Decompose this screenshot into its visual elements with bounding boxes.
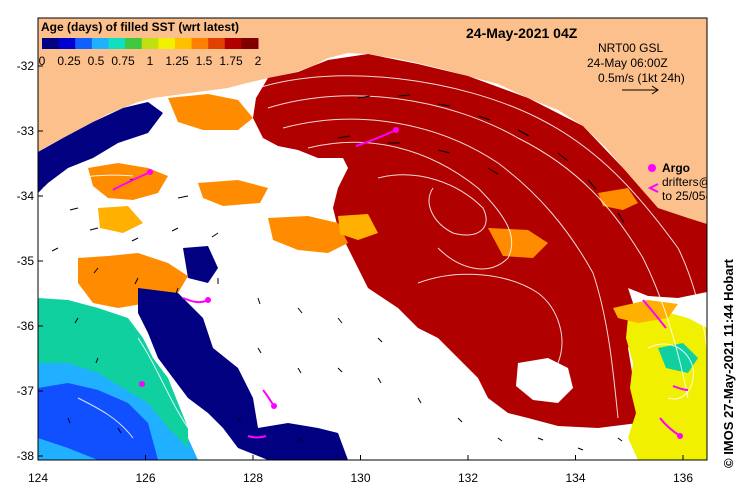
argo-legend: Argo drifters@12h to 25/05-12Z — [647, 161, 707, 203]
argo-float-icon — [147, 169, 153, 175]
x-tick-label: 134 — [565, 471, 585, 485]
argo-float-icon — [393, 127, 399, 133]
colorbar-swatch — [42, 38, 60, 49]
y-tick-label: -36 — [17, 319, 35, 333]
region-age-1-75-c — [268, 216, 348, 253]
current-time: 24-May 06:00Z — [587, 56, 668, 70]
region-age-1-75-southeast — [613, 300, 678, 323]
x-tick-label: 128 — [243, 471, 263, 485]
current-arrows — [51, 94, 625, 451]
x-tick-label: 126 — [135, 471, 155, 485]
colorbar-ticks: 0 0.25 0.5 0.75 1 1.25 1.5 1.75 2 — [39, 54, 262, 68]
colorbar-swatch — [224, 38, 242, 49]
argo-float-icon — [205, 297, 211, 303]
argo-float-icon — [139, 381, 145, 387]
colorbar-swatch — [58, 38, 76, 49]
colorbar-tick-label: 0.75 — [111, 54, 135, 68]
colorbar-swatch — [174, 38, 193, 49]
drifter-legend-line-1: drifters@12h — [662, 175, 707, 189]
x-tick-label: 124 — [28, 471, 48, 485]
colorbar-tick-label: 1.75 — [219, 54, 243, 68]
region-age-1-75-i — [598, 188, 638, 210]
colorbar-tick-label: 0.25 — [57, 54, 81, 68]
region-age-2-plus — [253, 54, 707, 428]
colorbar-swatch — [208, 38, 226, 49]
drifter-legend-icon — [647, 183, 659, 193]
colorbar-swatch — [75, 38, 93, 49]
colorbar-swatch — [191, 38, 209, 49]
y-tick-label: -33 — [17, 124, 35, 138]
x-axis-ticks: 124 126 128 130 132 134 136 — [28, 455, 693, 485]
region-age-1-75-h — [198, 180, 268, 206]
argo-float-icon — [271, 403, 277, 409]
colorbar-swatch — [158, 38, 176, 49]
current-source: NRT00 GSL — [598, 41, 663, 55]
y-tick-label: -35 — [17, 254, 35, 268]
region-age-0-south — [138, 288, 348, 460]
argo-float-icon — [677, 433, 683, 439]
current-scale-arrow-icon — [622, 85, 659, 95]
map-border — [37, 17, 708, 461]
current-scale: 0.5m/s (1kt 24h) — [598, 71, 685, 85]
y-axis-ticks: -32 -33 -34 -35 -36 -37 -38 — [17, 59, 43, 463]
colorbar-swatch — [91, 38, 109, 49]
argo-legend-icon — [648, 164, 656, 172]
colorbar-tick-label: 0.5 — [88, 54, 105, 68]
land-australia — [38, 18, 707, 224]
region-age-0-west — [38, 102, 163, 193]
colorbar-tick-label: 2 — [255, 54, 262, 68]
x-tick-label: 130 — [350, 471, 370, 485]
colorbar-label: Age (days) of filled SST (wrt latest) — [41, 20, 239, 34]
colorbar-swatch — [141, 38, 159, 49]
region-age-0-mid — [183, 246, 218, 283]
colorbar-swatches — [42, 38, 259, 49]
region-age-0-75-west — [38, 298, 188, 448]
colorbar-swatch — [108, 38, 126, 49]
colorbar-swatch — [125, 38, 143, 49]
region-age-1-75-f — [98, 206, 143, 233]
region-age-1-75-e — [488, 228, 548, 258]
colorbar-tick-label: 0 — [39, 54, 46, 68]
y-tick-label: -37 — [17, 384, 35, 398]
y-tick-label: -32 — [17, 59, 35, 73]
y-tick-label: -38 — [17, 449, 35, 463]
y-tick-label: -34 — [17, 189, 35, 203]
region-age-0-75-east — [658, 343, 698, 373]
no-data-patch-east — [516, 358, 573, 403]
colorbar-swatch — [241, 38, 259, 49]
colorbar-tick-label: 1 — [147, 54, 154, 68]
region-age-1-75-g — [338, 214, 378, 240]
credit-text: © IMOS 27-May-2021 11:44 Hobart — [721, 259, 736, 468]
current-legend: NRT00 GSL 24-May 06:00Z 0.5m/s (1kt 24h) — [587, 41, 685, 95]
x-tick-label: 136 — [673, 471, 693, 485]
map-title: 24-May-2021 04Z — [466, 25, 578, 41]
region-age-0-25-southwest — [38, 383, 158, 460]
colorbar-tick-label: 1.5 — [196, 54, 213, 68]
argo-legend-label: Argo — [662, 161, 690, 175]
region-age-1-75-d — [168, 94, 253, 130]
argo-floats — [139, 127, 683, 439]
colorbar-tick-label: 1.25 — [165, 54, 189, 68]
current-streamlines — [42, 75, 707, 460]
x-tick-label: 132 — [458, 471, 478, 485]
drifter-legend-line-2: to 25/05-12Z — [662, 189, 707, 203]
